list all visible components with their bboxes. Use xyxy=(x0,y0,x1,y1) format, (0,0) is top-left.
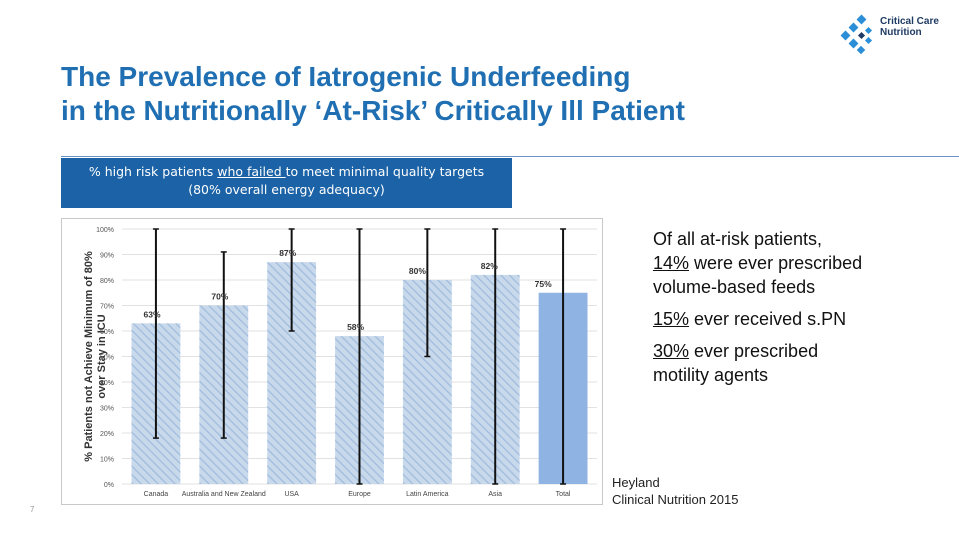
finding-2-text: ever received s.PN xyxy=(689,309,847,329)
title-divider xyxy=(61,156,959,157)
findings-list: Of all at-risk patients, 14% were ever p… xyxy=(653,227,863,395)
finding-3: 30% ever prescribed motility agents xyxy=(653,339,863,387)
finding-3-text: ever prescribed motility agents xyxy=(653,341,819,385)
y-tick-label: 100% xyxy=(96,227,114,234)
slide-title-line-1: The Prevalence of Iatrogenic Underfeedin… xyxy=(61,61,631,92)
y-axis-label: % Patients not Achieve Minimum of 80% xyxy=(83,251,95,462)
data-label: 80% xyxy=(409,266,426,276)
critical-care-nutrition-logo xyxy=(840,14,873,55)
logo-line-2: Nutrition xyxy=(880,27,922,38)
banner-line-1: % high risk patients who failed to meet … xyxy=(61,163,512,181)
y-tick-label: 90% xyxy=(100,253,114,260)
banner-underlined: who failed xyxy=(217,164,286,179)
banner-prefix: % high risk patients xyxy=(88,164,218,179)
logo-text: Critical Care Nutrition xyxy=(880,16,939,38)
y-tick-label: 20% xyxy=(100,431,114,438)
y-tick-label: 80% xyxy=(100,278,114,285)
x-tick-label: Asia xyxy=(488,491,502,498)
finding-1-lead: Of all at-risk patients, xyxy=(653,229,823,249)
data-label: 58% xyxy=(347,322,364,332)
y-tick-label: 40% xyxy=(100,380,114,387)
data-label: 82% xyxy=(481,261,498,271)
x-tick-label: Canada xyxy=(144,491,169,498)
y-tick-label: 70% xyxy=(100,304,114,311)
logo-line-1: Critical Care xyxy=(880,16,939,27)
x-tick-label: Europe xyxy=(348,491,371,498)
slide-title-line-2: in the Nutritionally ‘At-Risk’ Criticall… xyxy=(61,95,685,126)
data-label: 87% xyxy=(279,248,296,258)
y-tick-label: 30% xyxy=(100,406,114,413)
finding-3-percent: 30% xyxy=(653,341,690,361)
reference-author: Heyland xyxy=(612,475,660,490)
x-tick-label: Total xyxy=(556,491,571,498)
slide-title: The Prevalence of Iatrogenic Underfeedin… xyxy=(61,60,685,128)
y-tick-label: 50% xyxy=(100,355,114,362)
data-label: 70% xyxy=(211,292,228,302)
y-tick-label: 0% xyxy=(104,482,114,489)
finding-1-percent: 14% xyxy=(653,253,690,273)
y-axis-label-line-2: over Stay in ICU xyxy=(96,314,108,398)
bar-chart: % Patients not Achieve Minimum of 80% ove… xyxy=(83,227,597,498)
x-tick-label: USA xyxy=(284,491,299,498)
chart-caption-banner: % high risk patients who failed to meet … xyxy=(61,158,512,208)
page-number: 7 xyxy=(30,505,35,514)
finding-2: 15% ever received s.PN xyxy=(653,307,863,331)
data-label: 63% xyxy=(144,309,161,319)
y-tick-label: 60% xyxy=(100,329,114,336)
reference-citation: Heyland Clinical Nutrition 2015 xyxy=(612,474,738,508)
finding-2-percent: 15% xyxy=(653,309,690,329)
x-tick-label: Latin America xyxy=(406,491,449,498)
bar-chart-frame: % Patients not Achieve Minimum of 80% ove… xyxy=(61,218,603,505)
data-label: 75% xyxy=(535,279,552,289)
x-tick-label: Australia and New Zealand xyxy=(182,491,266,498)
banner-line-2: (80% overall energy adequacy) xyxy=(188,182,385,197)
finding-1: Of all at-risk patients, 14% were ever p… xyxy=(653,227,863,299)
finding-1-text: were ever prescribed volume-based feeds xyxy=(653,253,863,297)
banner-suffix: to meet minimal quality targets xyxy=(285,164,485,179)
y-tick-label: 10% xyxy=(100,457,114,464)
reference-source: Clinical Nutrition 2015 xyxy=(612,492,739,507)
